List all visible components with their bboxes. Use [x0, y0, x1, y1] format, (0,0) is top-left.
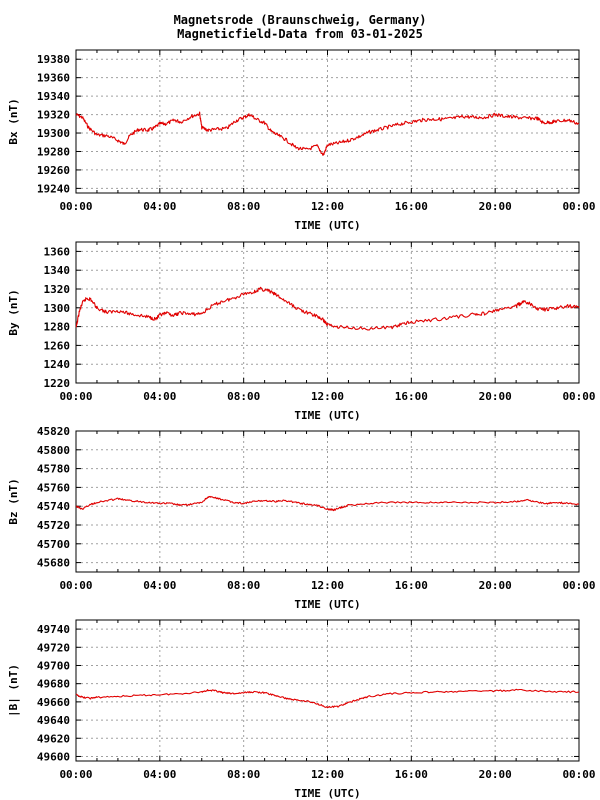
y-tick-label: 19340 — [37, 90, 70, 103]
x-tick-label: 20:00 — [479, 579, 512, 592]
y-tick-label: 49660 — [37, 696, 70, 709]
y-tick-label: 49720 — [37, 641, 70, 654]
x-tick-label: 12:00 — [311, 768, 344, 781]
x-axis-label: TIME (UTC) — [294, 219, 360, 232]
y-tick-label: 45780 — [37, 463, 70, 476]
series-line — [75, 688, 580, 709]
y-axis-label: Bx (nT) — [7, 98, 20, 144]
x-tick-label: 00:00 — [562, 768, 595, 781]
x-tick-label: 04:00 — [143, 200, 176, 213]
x-tick-label: 08:00 — [227, 390, 260, 403]
x-tick-label: 16:00 — [395, 579, 428, 592]
x-tick-label: 16:00 — [395, 390, 428, 403]
y-tick-label: 1260 — [44, 339, 71, 352]
y-tick-label: 49700 — [37, 659, 70, 672]
y-tick-label: 19300 — [37, 127, 70, 140]
x-axis-label: TIME (UTC) — [294, 409, 360, 422]
x-tick-label: 04:00 — [143, 579, 176, 592]
y-tick-label: 19360 — [37, 72, 70, 85]
y-tick-label: 19260 — [37, 164, 70, 177]
x-tick-label: 04:00 — [143, 768, 176, 781]
series-line — [75, 495, 580, 512]
x-tick-label: 00:00 — [562, 200, 595, 213]
x-tick-label: 00:00 — [59, 390, 92, 403]
x-tick-label: 00:00 — [562, 390, 595, 403]
y-tick-label: 49680 — [37, 678, 70, 691]
x-tick-label: 12:00 — [311, 579, 344, 592]
y-tick-label: 49640 — [37, 714, 70, 727]
y-tick-label: 1320 — [44, 283, 71, 296]
series-line — [75, 111, 580, 156]
y-axis-label: By (nT) — [7, 289, 20, 335]
y-tick-label: 45820 — [37, 425, 70, 438]
y-axis-label: |B| (nT) — [7, 664, 20, 717]
y-tick-label: 19380 — [37, 53, 70, 66]
y-tick-label: 1360 — [44, 245, 71, 258]
y-tick-label: 45800 — [37, 444, 70, 457]
y-tick-label: 49740 — [37, 623, 70, 636]
x-tick-label: 08:00 — [227, 200, 260, 213]
y-axis-label: Bz (nT) — [7, 478, 20, 524]
y-tick-label: 1280 — [44, 321, 71, 334]
y-tick-label: 1340 — [44, 264, 71, 277]
y-tick-label: 49620 — [37, 732, 70, 745]
x-tick-label: 08:00 — [227, 579, 260, 592]
x-tick-label: 08:00 — [227, 768, 260, 781]
y-tick-label: 49600 — [37, 750, 70, 763]
x-tick-label: 00:00 — [562, 579, 595, 592]
y-tick-label: 45760 — [37, 481, 70, 494]
y-tick-label: 1300 — [44, 302, 71, 315]
x-axis-label: TIME (UTC) — [294, 598, 360, 611]
x-tick-label: 16:00 — [395, 200, 428, 213]
y-tick-label: 45700 — [37, 538, 70, 551]
x-tick-label: 20:00 — [479, 200, 512, 213]
y-tick-label: 45680 — [37, 557, 70, 570]
plot-frame — [75, 430, 580, 573]
x-tick-label: 00:00 — [59, 200, 92, 213]
chart-title: Magnetsrode (Braunschweig, Germany) — [173, 13, 427, 27]
plot-frame — [75, 619, 580, 762]
y-tick-label: 1240 — [44, 358, 71, 371]
plot-frame — [75, 49, 580, 194]
chart-subtitle: Magneticfield-Data from 03-01-2025 — [177, 27, 423, 41]
x-tick-label: 12:00 — [311, 390, 344, 403]
x-tick-label: 12:00 — [311, 200, 344, 213]
y-tick-label: 19240 — [37, 182, 70, 195]
plot-frame — [75, 241, 580, 384]
series-line — [75, 286, 580, 331]
x-tick-label: 20:00 — [479, 390, 512, 403]
y-tick-label: 19320 — [37, 109, 70, 122]
x-tick-label: 04:00 — [143, 390, 176, 403]
y-tick-label: 45720 — [37, 519, 70, 532]
y-tick-label: 45740 — [37, 500, 70, 513]
x-axis-label: TIME (UTC) — [294, 787, 360, 800]
x-tick-label: 20:00 — [479, 768, 512, 781]
x-tick-label: 00:00 — [59, 768, 92, 781]
y-tick-label: 19280 — [37, 145, 70, 158]
x-tick-label: 16:00 — [395, 768, 428, 781]
x-tick-label: 00:00 — [59, 579, 92, 592]
y-tick-label: 1220 — [44, 377, 71, 390]
